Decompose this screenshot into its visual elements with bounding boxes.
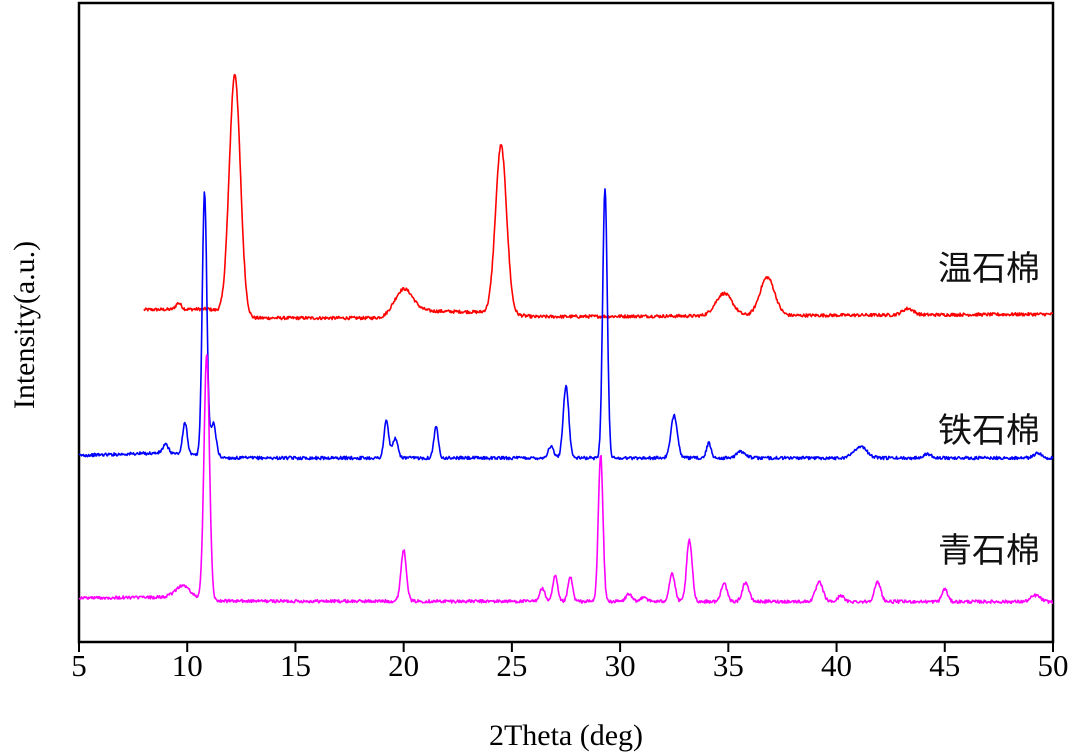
x-tick-label: 10 bbox=[172, 648, 203, 683]
x-tick-label: 30 bbox=[605, 648, 636, 683]
x-tick-label: 15 bbox=[280, 648, 311, 683]
series-label-crocidolite: 青石棉 bbox=[938, 531, 1040, 571]
series-curves bbox=[78, 73, 1054, 605]
x-tick-label: 20 bbox=[388, 648, 419, 683]
x-tick-label: 35 bbox=[713, 648, 744, 683]
crocidolite-curve bbox=[78, 354, 1054, 605]
plot-frame bbox=[77, 1, 1055, 644]
series-label-chrysotile: 温石棉 bbox=[938, 249, 1040, 289]
series-label-amosite: 铁石棉 bbox=[938, 411, 1040, 451]
x-tick-label: 45 bbox=[929, 648, 960, 683]
x-axis-title: 2Theta (deg) bbox=[489, 719, 643, 752]
x-tick-label: 50 bbox=[1038, 648, 1069, 683]
x-axis-ticks: 5 10 15 20 25 30 35 40 45 50 bbox=[71, 642, 1069, 683]
x-tick-label: 25 bbox=[496, 648, 527, 683]
x-tick-label: 5 bbox=[71, 648, 87, 683]
amosite-curve bbox=[78, 188, 1054, 461]
y-axis-title: Intensity(a.u.) bbox=[8, 241, 41, 409]
x-tick-label: 40 bbox=[821, 648, 852, 683]
chrysotile-curve bbox=[143, 73, 1054, 321]
